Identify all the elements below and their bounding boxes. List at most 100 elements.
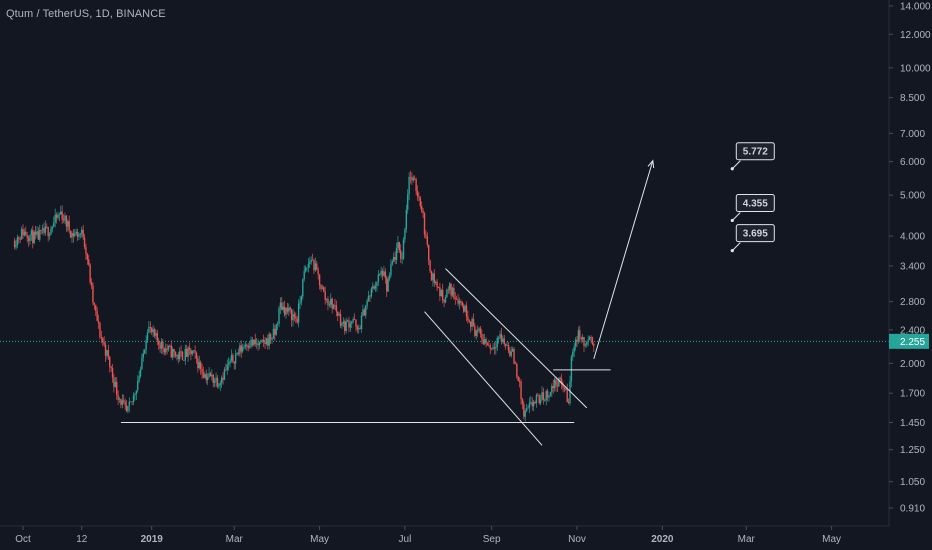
candle-body [584, 344, 587, 346]
candle-body [363, 309, 366, 316]
price-label: 4.355 [730, 193, 775, 223]
candle-body [461, 302, 463, 306]
candle-body [337, 311, 339, 316]
candle-body [76, 231, 79, 237]
candle-body [204, 374, 206, 378]
candle-body [85, 247, 87, 254]
candle-body [195, 352, 198, 359]
candle-body [390, 264, 392, 276]
candle-body [464, 305, 466, 312]
candle-body [261, 339, 263, 341]
candle-body [545, 391, 547, 401]
candle-body [530, 402, 532, 404]
candle-body [173, 348, 175, 352]
candle-body [553, 379, 556, 388]
candle-body [46, 226, 48, 228]
candle-body [74, 233, 76, 237]
time-tick-label: Mar [226, 534, 244, 545]
price-tick-label: 12.000 [900, 30, 931, 41]
candle-body [275, 324, 277, 335]
time-tick-label: May [822, 534, 841, 545]
candle-body [446, 289, 448, 297]
candle-body [483, 339, 486, 344]
candle-body [222, 377, 224, 380]
candle-body [183, 360, 185, 361]
candle-body [462, 305, 465, 312]
candle-body [353, 318, 356, 320]
candle-body [325, 298, 328, 300]
candle-body [19, 238, 21, 240]
time-axis[interactable]: Oct 12 2019 Mar May Jul Sep Nov 2020 Mar May [0, 525, 889, 545]
candle-body [127, 406, 129, 412]
candle-body [197, 358, 199, 369]
candle-body [218, 385, 220, 387]
candle-body [412, 178, 415, 181]
candle-body [349, 323, 352, 328]
price-tick-label: 1.050 [900, 477, 925, 488]
candle-body [169, 345, 171, 347]
candle-body [497, 337, 500, 339]
candle-body [185, 348, 188, 357]
candle-body [478, 328, 480, 331]
time-tick-label: May [310, 534, 329, 545]
candle-body [341, 323, 343, 326]
candle-body [309, 262, 311, 264]
candle-body [572, 351, 574, 357]
candle-body [260, 340, 262, 343]
candle-body [450, 283, 452, 296]
candle-body [384, 271, 387, 278]
candle-body [562, 384, 564, 388]
candle-body [457, 299, 459, 304]
candle-body [131, 401, 133, 403]
price-tick-label: 3.400 [900, 261, 925, 272]
candle-body [534, 402, 536, 404]
candle-body [362, 309, 364, 316]
candle-body [401, 258, 403, 260]
candle-body [327, 298, 329, 305]
candle-body [99, 322, 101, 338]
candle-body [110, 366, 112, 369]
price-label-text: 3.695 [743, 229, 768, 240]
candle-body [223, 369, 226, 380]
candle-body [516, 363, 518, 377]
candle-body [22, 228, 24, 236]
candle-body [447, 289, 449, 291]
candle-body [79, 233, 82, 235]
candle-body [44, 226, 47, 233]
candle-body [26, 235, 28, 238]
candle-body [82, 229, 84, 238]
candle-body [137, 381, 139, 391]
candle-body [57, 214, 59, 218]
candle-body [258, 342, 261, 346]
candle-body [104, 344, 107, 356]
candle-body [160, 341, 163, 349]
candle-body [92, 285, 94, 303]
candle-body [331, 298, 333, 309]
candle-body [425, 234, 427, 237]
candle-body [428, 244, 430, 261]
candle-body [208, 373, 210, 377]
time-tick-label: 2020 [651, 534, 674, 545]
candle-body [376, 281, 378, 287]
candle-body [393, 257, 395, 262]
candle-body [113, 377, 115, 387]
candle-body [430, 271, 433, 281]
candle-body [88, 259, 90, 265]
candle-body [546, 391, 549, 398]
chart-title: Qtum / TetherUS, 1D, BINANCE [6, 8, 166, 20]
candle-body [518, 380, 521, 382]
drawings[interactable]: 5.772 4.355 3.695 [120, 142, 775, 446]
candle-body [502, 338, 504, 342]
candle-body [307, 263, 310, 268]
candle-body [387, 279, 389, 292]
price-axis[interactable]: 0.910 1.050 1.250 1.450 1.700 2.000 2.400 2.800… [888, 0, 931, 526]
candle-body [321, 287, 324, 289]
candle-body [279, 302, 282, 309]
candle-body [374, 286, 377, 289]
candle-body [130, 401, 132, 403]
candle-body [181, 351, 184, 361]
candle-body [282, 306, 284, 310]
candle-body [458, 301, 461, 304]
candle-body [581, 336, 584, 340]
